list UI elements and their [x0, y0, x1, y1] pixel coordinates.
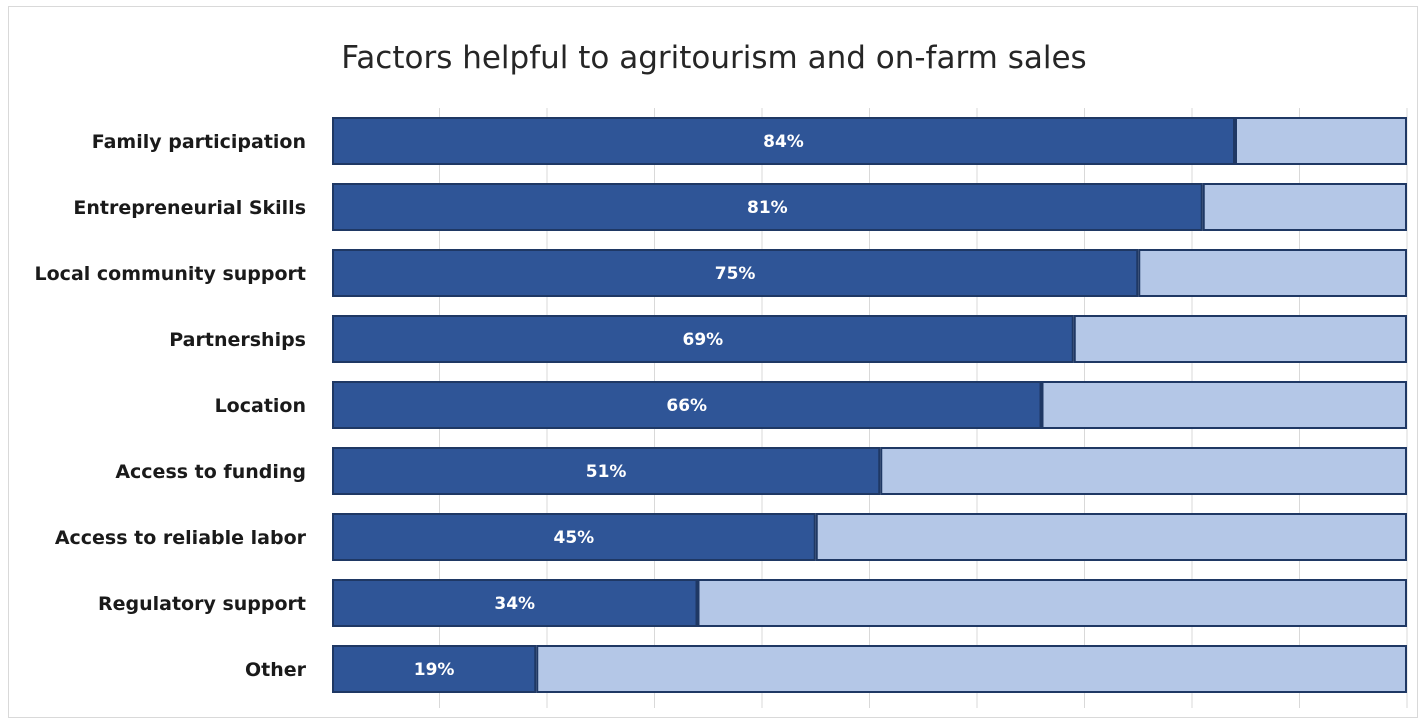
bar-segment-primary — [332, 249, 1139, 297]
bar-segment-remainder — [1041, 381, 1407, 429]
data-label: 34% — [494, 594, 535, 614]
data-label: 51% — [586, 462, 627, 482]
bar-segment-remainder — [536, 645, 1407, 693]
category-label: Location — [215, 395, 306, 417]
data-label: 69% — [683, 330, 724, 350]
chart-title: Factors helpful to agritourism and on-fa… — [341, 40, 1087, 76]
data-label: 19% — [414, 660, 455, 680]
data-label: 81% — [747, 198, 788, 218]
bar-segment-primary — [332, 381, 1042, 429]
data-label: 66% — [666, 396, 707, 416]
category-label: Other — [245, 659, 307, 681]
bar-segment-primary — [332, 315, 1074, 363]
category-label: Access to funding — [115, 461, 306, 483]
bar-segment-remainder — [880, 447, 1407, 495]
category-label: Family participation — [92, 131, 306, 153]
bar-segment-remainder — [697, 579, 1407, 627]
bar-segment-primary — [332, 183, 1203, 231]
data-label: 75% — [715, 264, 756, 284]
category-label: Access to reliable labor — [55, 527, 307, 549]
bar-segment-primary — [332, 513, 816, 561]
category-label: Regulatory support — [98, 593, 306, 615]
bars — [332, 117, 1407, 693]
category-label: Local community support — [35, 263, 306, 285]
bar-segment-remainder — [815, 513, 1407, 561]
bar-segment-remainder — [1138, 249, 1407, 297]
data-label: 84% — [763, 132, 804, 152]
bar-segment-primary — [332, 447, 881, 495]
bar-segment-primary — [332, 117, 1235, 165]
bar-segment-remainder — [1202, 183, 1407, 231]
category-label: Entrepreneurial Skills — [73, 197, 306, 219]
bar-segment-remainder — [1073, 315, 1407, 363]
data-label: 45% — [554, 528, 595, 548]
labels: Family participation 84% Entrepreneurial S… — [35, 131, 804, 681]
bar-segment-primary — [332, 645, 537, 693]
category-label: Partnerships — [169, 329, 306, 351]
bar-segment-primary — [332, 579, 698, 627]
bar-segment-remainder — [1235, 117, 1407, 165]
